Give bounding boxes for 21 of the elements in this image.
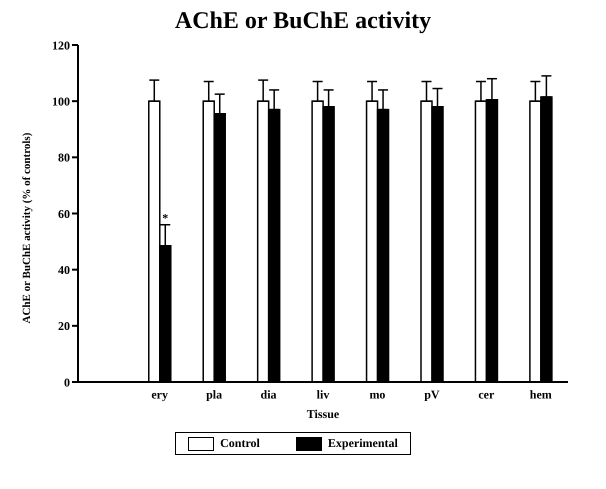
y-tick-label: 60 bbox=[58, 206, 70, 221]
annotation: * bbox=[162, 210, 168, 225]
y-axis-title: AChE or BuChE activity (% of controls) bbox=[20, 132, 33, 324]
x-tick-label: pla bbox=[206, 388, 222, 402]
x-tick-label: mo bbox=[369, 388, 386, 402]
y-tick-label: 100 bbox=[52, 94, 70, 108]
x-tick-label: dia bbox=[260, 388, 277, 402]
legend-label: Control bbox=[220, 436, 260, 451]
x-axis-title: Tissue bbox=[306, 407, 340, 421]
x-tick-label: hem bbox=[530, 388, 552, 402]
y-tick-label: 40 bbox=[58, 262, 70, 277]
y-tick-label: 120 bbox=[52, 38, 70, 52]
y-tick-label: 80 bbox=[58, 150, 70, 165]
x-tick-label: liv bbox=[316, 388, 330, 402]
x-tick-label: pV bbox=[424, 388, 440, 402]
chart-title: AChE or BuChE activity bbox=[174, 8, 432, 35]
y-tick-label: 20 bbox=[58, 319, 70, 334]
legend-label: Experimental bbox=[328, 436, 398, 451]
x-tick-label: ery bbox=[151, 388, 168, 402]
x-tick-label: cer bbox=[478, 388, 495, 402]
y-tick-label: 0 bbox=[64, 375, 70, 390]
